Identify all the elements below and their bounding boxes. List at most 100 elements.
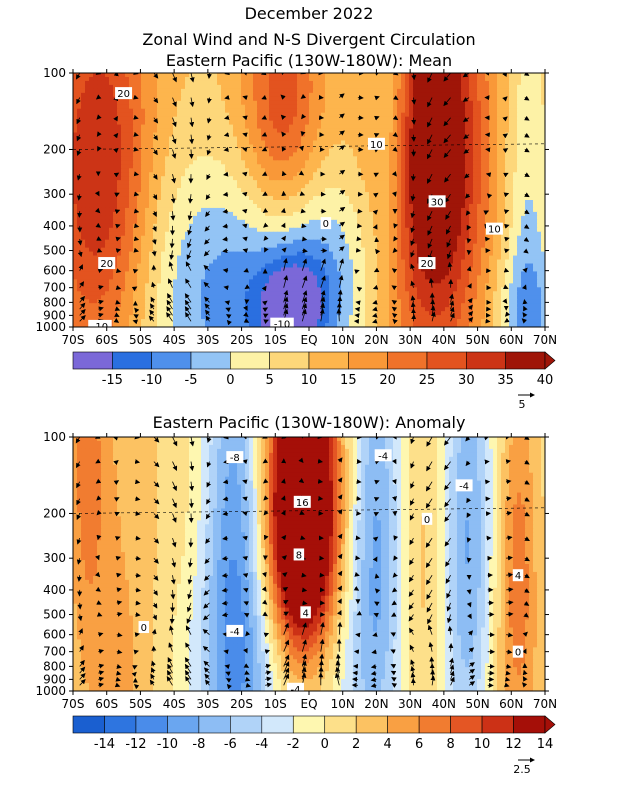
contour-cell (205, 112, 210, 118)
contour-cell (277, 100, 282, 106)
contour-cell (441, 140, 446, 146)
contour-cell (349, 196, 354, 201)
contour-cell (393, 140, 398, 146)
contour-cell (349, 104, 354, 110)
contour-cell (165, 219, 170, 225)
contour-cell (509, 215, 514, 221)
contour-cell (453, 96, 458, 102)
contour-cell (377, 168, 382, 173)
contour-cell (273, 219, 278, 225)
contour-cell (373, 219, 378, 225)
contour-cell (141, 188, 146, 193)
contour-cell (345, 231, 350, 237)
contour-cell (213, 104, 218, 110)
contour-cell (493, 140, 498, 146)
contour-cell (217, 215, 222, 221)
contour-cell (421, 124, 426, 130)
contour-cell (513, 136, 518, 142)
contour-cell (81, 120, 86, 126)
contour-cell (473, 219, 478, 225)
contour-cell (237, 227, 242, 233)
contour-cell (77, 164, 82, 169)
contour-cell (197, 76, 202, 82)
contour-cell (353, 188, 358, 193)
contour-cell (529, 92, 534, 98)
contour-cell (121, 227, 126, 233)
contour-cell (141, 88, 146, 94)
contour-cell (381, 120, 386, 126)
contour-cell (81, 180, 86, 185)
contour-cell (461, 88, 466, 94)
contour-cell (369, 156, 374, 161)
contour-cell (357, 120, 362, 126)
contour-cell (157, 73, 162, 78)
contour-cell (397, 180, 402, 185)
contour-cell (417, 200, 422, 205)
contour-cell (477, 227, 482, 233)
contour-cell (161, 128, 166, 134)
contour-cell (305, 116, 310, 122)
contour-cell (505, 136, 510, 142)
contour-cell (209, 92, 214, 98)
contour-cell (509, 156, 514, 161)
contour-cell (489, 73, 494, 78)
contour-cell (245, 88, 250, 94)
contour-cell (217, 219, 222, 225)
contour-cell (381, 108, 386, 114)
contour-cell (321, 164, 326, 169)
contour-cell (305, 200, 310, 205)
contour-cell (481, 96, 486, 102)
contour-cell (401, 124, 406, 130)
contour-cell (421, 156, 426, 161)
contour-cell (433, 227, 438, 233)
contour-cell (365, 84, 370, 90)
contour-cell (253, 192, 258, 197)
contour-cell (449, 84, 454, 90)
contour-cell (101, 227, 106, 233)
contour-cell (133, 148, 138, 153)
contour-cell (237, 120, 242, 126)
contour-cell (157, 116, 162, 122)
contour-cell (513, 73, 518, 78)
contour-cell (249, 223, 254, 229)
contour-cell (505, 164, 510, 169)
contour-cell (537, 235, 542, 241)
contour-cell (497, 203, 502, 209)
contour-cell (541, 108, 545, 114)
contour-cell (169, 152, 174, 157)
contour-cell (245, 136, 250, 142)
contour-cell (261, 100, 266, 106)
contour-cell (245, 160, 250, 165)
contour-cell (309, 184, 314, 189)
contour-cell (325, 100, 330, 106)
contour-cell (397, 172, 402, 177)
contour-cell (157, 152, 162, 157)
contour-cell (101, 100, 106, 106)
contour-cell (481, 180, 486, 185)
contour-cell (297, 192, 302, 197)
contour-cell (333, 219, 338, 225)
contour-cell (277, 108, 282, 114)
contour-cell (233, 219, 238, 225)
contour-cell (429, 124, 434, 130)
contour-cell (493, 84, 498, 90)
contour-cell (433, 128, 438, 134)
contour-cell (117, 104, 122, 110)
contour-cell (517, 184, 522, 189)
contour-cell (213, 200, 218, 205)
contour-cell (189, 140, 194, 146)
contour-cell (437, 219, 442, 225)
contour-cell (165, 76, 170, 82)
contour-cell (349, 140, 354, 146)
contour-cell (81, 192, 86, 197)
contour-cell (201, 180, 206, 185)
contour-cell (105, 203, 110, 209)
contour-cell (373, 203, 378, 209)
contour-cell (417, 196, 422, 201)
contour-cell (353, 223, 358, 229)
contour-cell (149, 156, 154, 161)
contour-cell (149, 219, 154, 225)
contour-cell (413, 227, 418, 233)
contour-cell (397, 176, 402, 181)
contour-cell (265, 76, 270, 82)
